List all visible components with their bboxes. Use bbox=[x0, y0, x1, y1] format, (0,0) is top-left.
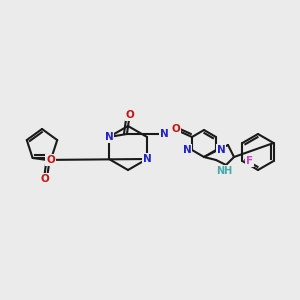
Text: O: O bbox=[172, 124, 180, 134]
Text: O: O bbox=[126, 110, 134, 120]
Text: N: N bbox=[143, 154, 152, 164]
Text: NH: NH bbox=[216, 166, 232, 176]
Text: N: N bbox=[160, 129, 168, 139]
Text: O: O bbox=[40, 174, 49, 184]
Text: F: F bbox=[246, 156, 253, 166]
Text: O: O bbox=[46, 155, 55, 165]
Text: N: N bbox=[105, 132, 113, 142]
Text: N: N bbox=[217, 145, 225, 155]
Text: N: N bbox=[183, 145, 191, 155]
